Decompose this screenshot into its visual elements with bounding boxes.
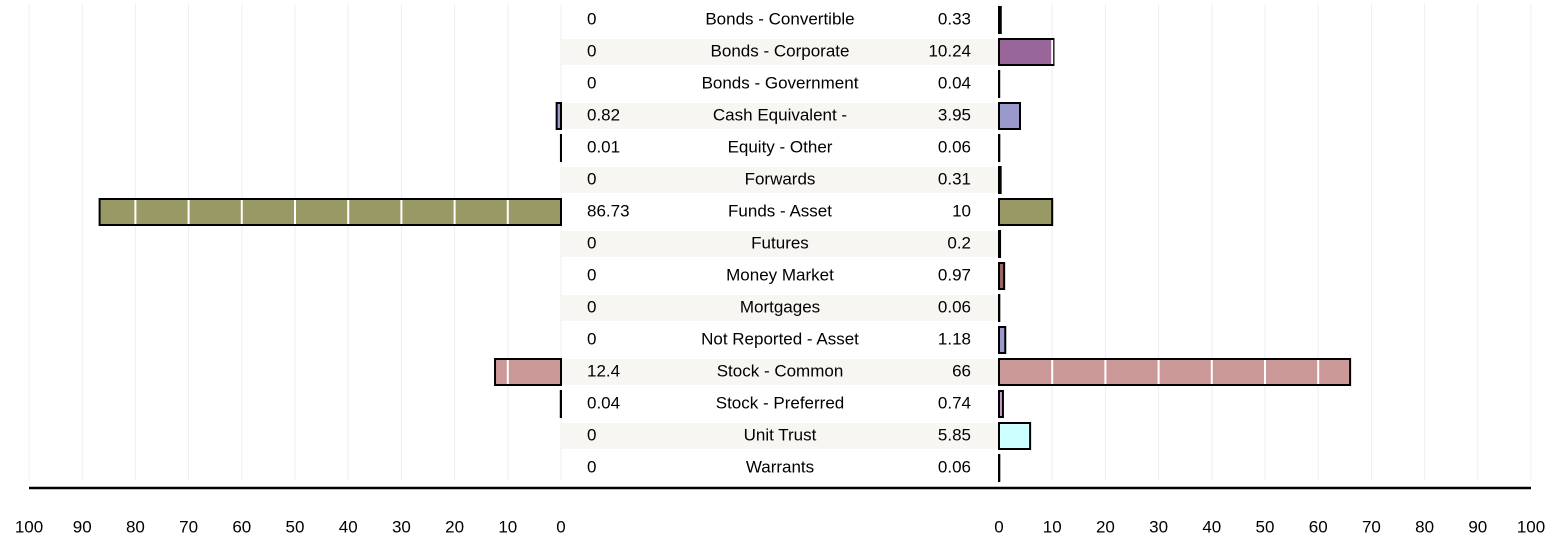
right-value-label: 0.06 <box>938 297 971 316</box>
left-value-label: 0 <box>587 73 596 92</box>
left-value-label: 0 <box>587 233 596 252</box>
x-tick-label: 100 <box>15 517 43 536</box>
bar <box>998 102 1022 130</box>
bar <box>98 198 562 226</box>
right-value-label: 0.06 <box>938 137 971 156</box>
x-tick-label: 90 <box>73 517 92 536</box>
category-label: Futures <box>751 233 809 252</box>
left-value-label: 12.4 <box>587 361 620 380</box>
x-tick-label: 50 <box>286 517 305 536</box>
left-value-label: 0 <box>587 297 596 316</box>
category-label: Unit Trust <box>744 425 817 444</box>
category-label: Funds - Asset <box>728 201 832 220</box>
bar <box>998 230 1002 258</box>
bar <box>998 326 1007 354</box>
left-value-label: 86.73 <box>587 201 630 220</box>
x-tick-label: 80 <box>126 517 145 536</box>
category-label: Warrants <box>746 457 814 476</box>
x-tick-label: 80 <box>1415 517 1434 536</box>
right-value-label: 0.97 <box>938 265 971 284</box>
category-label: Bonds - Corporate <box>711 41 850 60</box>
bar <box>998 166 1002 194</box>
row-band <box>561 103 999 129</box>
x-tick-label: 70 <box>179 517 198 536</box>
bar <box>555 102 562 130</box>
x-tick-label: 90 <box>1468 517 1487 536</box>
x-tick-label: 30 <box>1149 517 1168 536</box>
category-label: Stock - Preferred <box>716 393 845 412</box>
row-band <box>561 359 999 385</box>
category-label: Money Market <box>726 265 834 284</box>
x-tick-label: 10 <box>498 517 517 536</box>
x-tick-label: 60 <box>232 517 251 536</box>
right-value-label: 3.95 <box>938 105 971 124</box>
right-value-label: 0.74 <box>938 393 971 412</box>
x-tick-label: 40 <box>1202 517 1221 536</box>
left-value-label: 0 <box>587 9 596 28</box>
left-value-label: 0.82 <box>587 105 620 124</box>
x-tick-label: 70 <box>1362 517 1381 536</box>
category-label: Forwards <box>745 169 816 188</box>
x-tick-label: 0 <box>556 517 565 536</box>
bar <box>998 422 1032 450</box>
bar <box>998 358 1352 386</box>
x-tick-label: 10 <box>1043 517 1062 536</box>
bar <box>998 262 1006 290</box>
left-value-label: 0 <box>587 457 596 476</box>
x-tick-label: 20 <box>1096 517 1115 536</box>
left-value-label: 0 <box>587 265 596 284</box>
category-label: Bonds - Government <box>702 73 859 92</box>
right-value-label: 0.31 <box>938 169 971 188</box>
bar <box>998 6 1002 34</box>
row-band <box>561 231 999 257</box>
right-value-label: 10 <box>952 201 971 220</box>
row-band <box>561 167 999 193</box>
x-tick-label: 100 <box>1517 517 1545 536</box>
bar <box>998 198 1054 226</box>
x-tick-label: 0 <box>994 517 1003 536</box>
bar <box>494 358 563 386</box>
right-value-label: 0.04 <box>938 73 971 92</box>
right-value-label: 5.85 <box>938 425 971 444</box>
bar <box>998 38 1055 66</box>
right-value-label: 66 <box>952 361 971 380</box>
category-label: Cash Equivalent - <box>713 105 847 124</box>
right-value-label: 0.33 <box>938 9 971 28</box>
left-value-label: 0 <box>587 169 596 188</box>
right-value-label: 1.18 <box>938 329 971 348</box>
right-value-label: 10.24 <box>928 41 971 60</box>
category-label: Stock - Common <box>717 361 844 380</box>
left-value-label: 0 <box>587 329 596 348</box>
x-tick-label: 20 <box>445 517 464 536</box>
row-band <box>561 295 999 321</box>
left-value-label: 0 <box>587 425 596 444</box>
bar <box>998 390 1004 418</box>
category-label: Bonds - Convertible <box>705 9 854 28</box>
category-label: Equity - Other <box>728 137 833 156</box>
left-value-label: 0.04 <box>587 393 620 412</box>
x-tick-label: 40 <box>339 517 358 536</box>
x-tick-label: 60 <box>1309 517 1328 536</box>
category-label: Not Reported - Asset <box>701 329 859 348</box>
x-tick-label: 30 <box>392 517 411 536</box>
category-label: Mortgages <box>740 297 820 316</box>
right-value-label: 0.2 <box>947 233 971 252</box>
row-band <box>561 39 999 65</box>
left-value-label: 0 <box>587 41 596 60</box>
left-value-label: 0.01 <box>587 137 620 156</box>
x-tick-label: 50 <box>1256 517 1275 536</box>
right-value-label: 0.06 <box>938 457 971 476</box>
row-band <box>561 423 999 449</box>
